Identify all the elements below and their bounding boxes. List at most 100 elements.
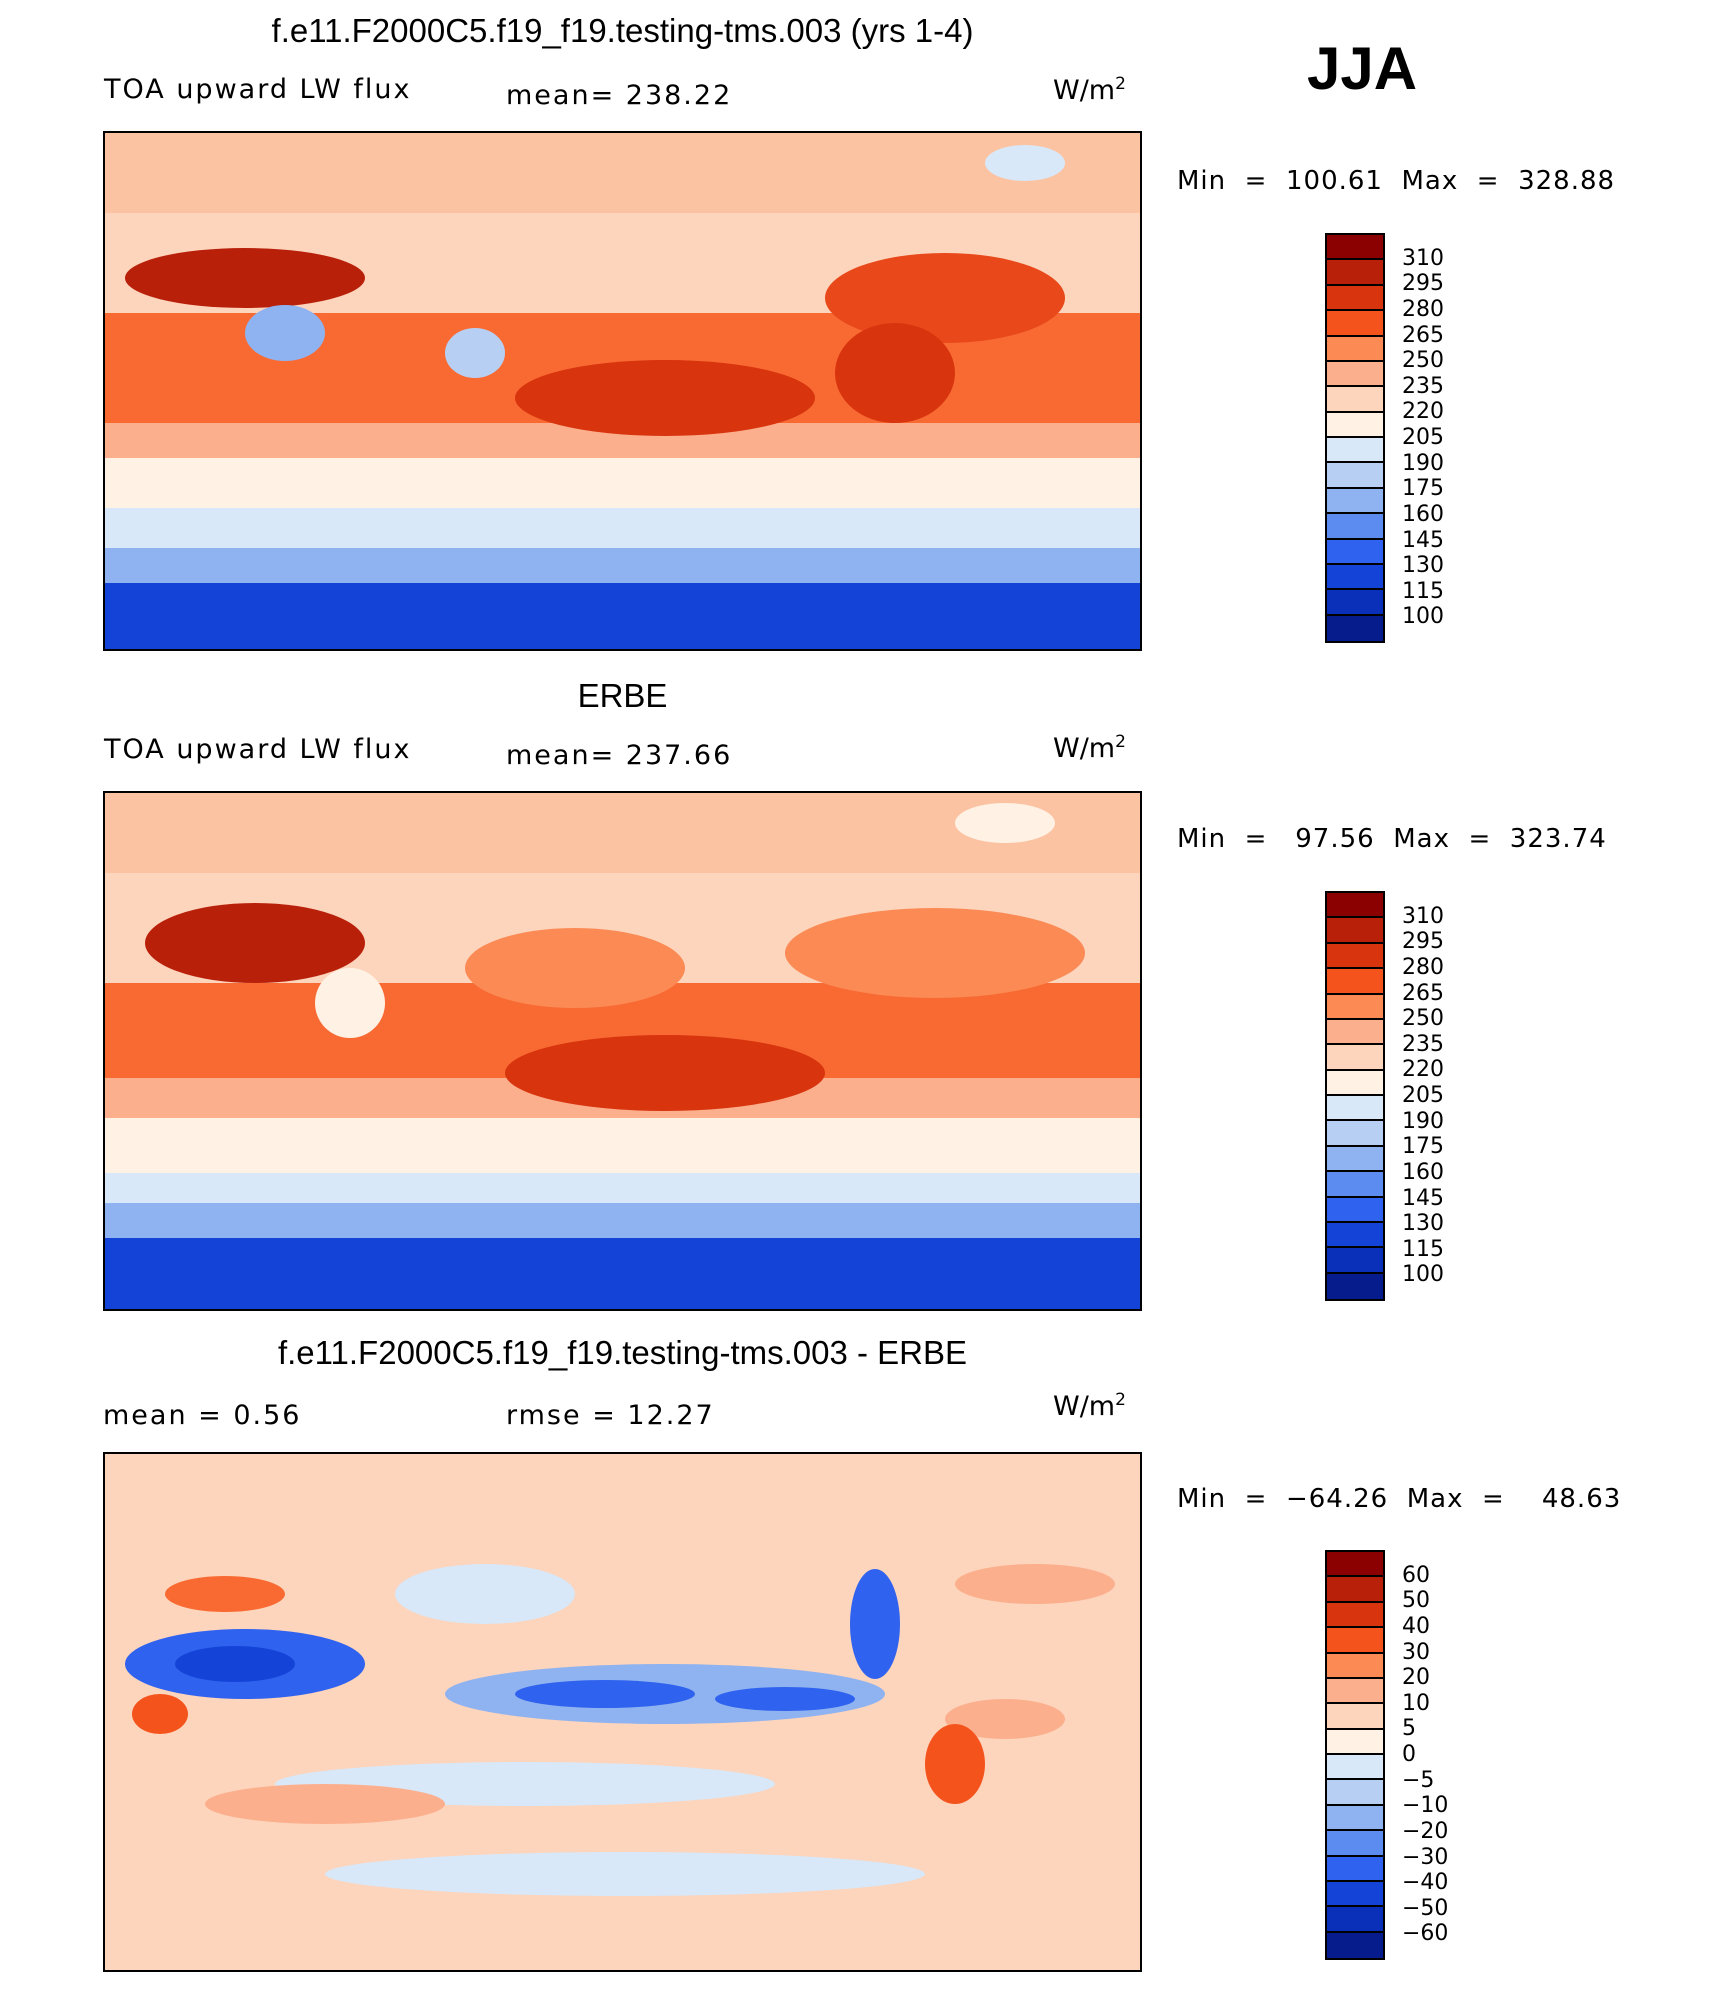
colorbar-tick-label: 130 — [1402, 553, 1444, 579]
panel-3-title: f.e11.F2000C5.f19_f19.testing-tms.003 - … — [277, 1334, 968, 1371]
colorbar-swatch — [1327, 1780, 1383, 1806]
panel-2-map — [103, 791, 1142, 1311]
colorbar-tick-label: −30 — [1402, 1844, 1449, 1870]
colorbar-swatch — [1327, 564, 1383, 591]
colorbar-tick-label: 145 — [1402, 527, 1444, 553]
colorbar-tick-label: 40 — [1402, 1613, 1430, 1639]
panel-2-colorbar — [1325, 891, 1385, 1301]
colorbar-tick-label: −5 — [1402, 1767, 1435, 1793]
colorbar-tick-label: 100 — [1402, 1262, 1444, 1288]
panel-2-min-max: Min = 97.56 Max = 323.74 — [1177, 824, 1607, 854]
colorbar-tick-label: −20 — [1402, 1818, 1449, 1844]
colorbar-swatch — [1327, 514, 1383, 540]
colorbar-swatch — [1327, 1856, 1383, 1882]
colorbar-swatch — [1327, 1932, 1383, 1958]
panel-1-colorbar-ticks: 310 295 280 265 250 235 220 205 190 175 160 145 130 1… — [1402, 233, 1482, 643]
colorbar-swatch — [1327, 311, 1383, 337]
colorbar-swatch — [1327, 615, 1383, 641]
colorbar-tick-label: 160 — [1402, 1159, 1444, 1185]
colorbar-swatch — [1327, 361, 1383, 388]
colorbar-tick-label: 220 — [1402, 399, 1444, 425]
colorbar-tick-label: 5 — [1402, 1716, 1416, 1742]
colorbar-tick-label: 20 — [1402, 1665, 1430, 1691]
colorbar-swatch — [1327, 539, 1383, 565]
colorbar-swatch — [1327, 1222, 1383, 1249]
colorbar-tick-label: 250 — [1402, 348, 1444, 374]
colorbar-swatch — [1327, 918, 1383, 944]
colorbar-tick-label: 0 — [1402, 1742, 1416, 1767]
panel-3-mean-label: mean = 0.56 — [103, 1400, 302, 1431]
colorbar-tick-label: 235 — [1402, 373, 1444, 399]
colorbar-tick-label: −60 — [1402, 1921, 1449, 1947]
colorbar-tick-label: 280 — [1402, 954, 1444, 980]
colorbar-tick-label: 100 — [1402, 604, 1444, 630]
colorbar-tick-label: 130 — [1402, 1211, 1444, 1237]
panel-2-units: W/m2 — [1053, 732, 1126, 764]
panel-3-map — [103, 1452, 1142, 1972]
colorbar-swatch — [1327, 1805, 1383, 1832]
colorbar-swatch — [1327, 1096, 1383, 1122]
colorbar-swatch — [1327, 438, 1383, 464]
colorbar-swatch — [1327, 1704, 1383, 1730]
colorbar-swatch — [1327, 260, 1383, 286]
colorbar-swatch — [1327, 1653, 1383, 1679]
colorbar-swatch — [1327, 1273, 1383, 1299]
season-label: JJA — [1307, 35, 1418, 102]
colorbar-tick-label: 250 — [1402, 1006, 1444, 1032]
colorbar-swatch — [1327, 1577, 1383, 1603]
colorbar-swatch — [1327, 1907, 1383, 1933]
colorbar-tick-label: 265 — [1402, 322, 1444, 348]
colorbar-swatch — [1327, 1172, 1383, 1198]
colorbar-tick-label: 310 — [1402, 245, 1444, 271]
colorbar-tick-label: 175 — [1402, 1134, 1444, 1160]
colorbar-tick-label: 205 — [1402, 1083, 1444, 1108]
colorbar-swatch — [1327, 994, 1383, 1020]
colorbar-swatch — [1327, 1197, 1383, 1223]
colorbar-swatch — [1327, 943, 1383, 970]
colorbar-tick-label: 295 — [1402, 271, 1444, 297]
colorbar-tick-label: 50 — [1402, 1588, 1430, 1614]
colorbar-tick-label: 160 — [1402, 501, 1444, 527]
colorbar-tick-label: −50 — [1402, 1895, 1449, 1921]
panel-1-title: f.e11.F2000C5.f19_f19.testing-tms.003 (y… — [271, 12, 974, 49]
colorbar-swatch — [1327, 235, 1383, 261]
colorbar-swatch — [1327, 893, 1383, 919]
panel-3-colorbar — [1325, 1550, 1385, 1960]
panel-1-variable-label: TOA upward LW flux — [104, 74, 412, 105]
colorbar-tick-label: 310 — [1402, 903, 1444, 929]
panel-1-units: W/m2 — [1053, 74, 1126, 106]
panel-3-units: W/m2 — [1053, 1390, 1126, 1422]
colorbar-swatch — [1327, 1552, 1383, 1578]
colorbar-tick-label: 265 — [1402, 980, 1444, 1006]
panel-2-mean-label: mean= 237.66 — [506, 740, 733, 771]
colorbar-tick-label: 190 — [1402, 450, 1444, 476]
panel-2-colorbar-ticks: 310 295 280 265 250 235 220 205 190 175 160 145 130 1… — [1402, 891, 1482, 1301]
panel-1-colorbar — [1325, 233, 1385, 643]
colorbar-tick-label: 205 — [1402, 425, 1444, 450]
colorbar-swatch — [1327, 1831, 1383, 1857]
colorbar-swatch — [1327, 1019, 1383, 1046]
colorbar-tick-label: 235 — [1402, 1031, 1444, 1057]
colorbar-tick-label: 115 — [1402, 1236, 1444, 1262]
colorbar-tick-label: 60 — [1402, 1562, 1430, 1588]
colorbar-tick-label: 30 — [1402, 1639, 1430, 1665]
panel-1-min-max: Min = 100.61 Max = 328.88 — [1177, 166, 1616, 196]
colorbar-swatch — [1327, 336, 1383, 362]
panel-3-min-max: Min = −64.26 Max = 48.63 — [1177, 1484, 1622, 1514]
colorbar-tick-label: 295 — [1402, 929, 1444, 955]
colorbar-swatch — [1327, 1121, 1383, 1147]
colorbar-tick-label: −40 — [1402, 1870, 1449, 1896]
panel-1-mean-label: mean= 238.22 — [506, 80, 733, 111]
panel-3-rmse-label: rmse = 12.27 — [506, 1400, 715, 1431]
colorbar-swatch — [1327, 387, 1383, 413]
colorbar-swatch — [1327, 1602, 1383, 1629]
colorbar-swatch — [1327, 590, 1383, 616]
panel-2-variable-label: TOA upward LW flux — [104, 734, 412, 765]
colorbar-tick-label: −10 — [1402, 1793, 1449, 1819]
panel-1-map — [103, 131, 1142, 651]
colorbar-tick-label: 220 — [1402, 1057, 1444, 1083]
colorbar-tick-label: 175 — [1402, 476, 1444, 502]
colorbar-swatch — [1327, 285, 1383, 312]
colorbar-swatch — [1327, 969, 1383, 995]
colorbar-swatch — [1327, 1045, 1383, 1071]
